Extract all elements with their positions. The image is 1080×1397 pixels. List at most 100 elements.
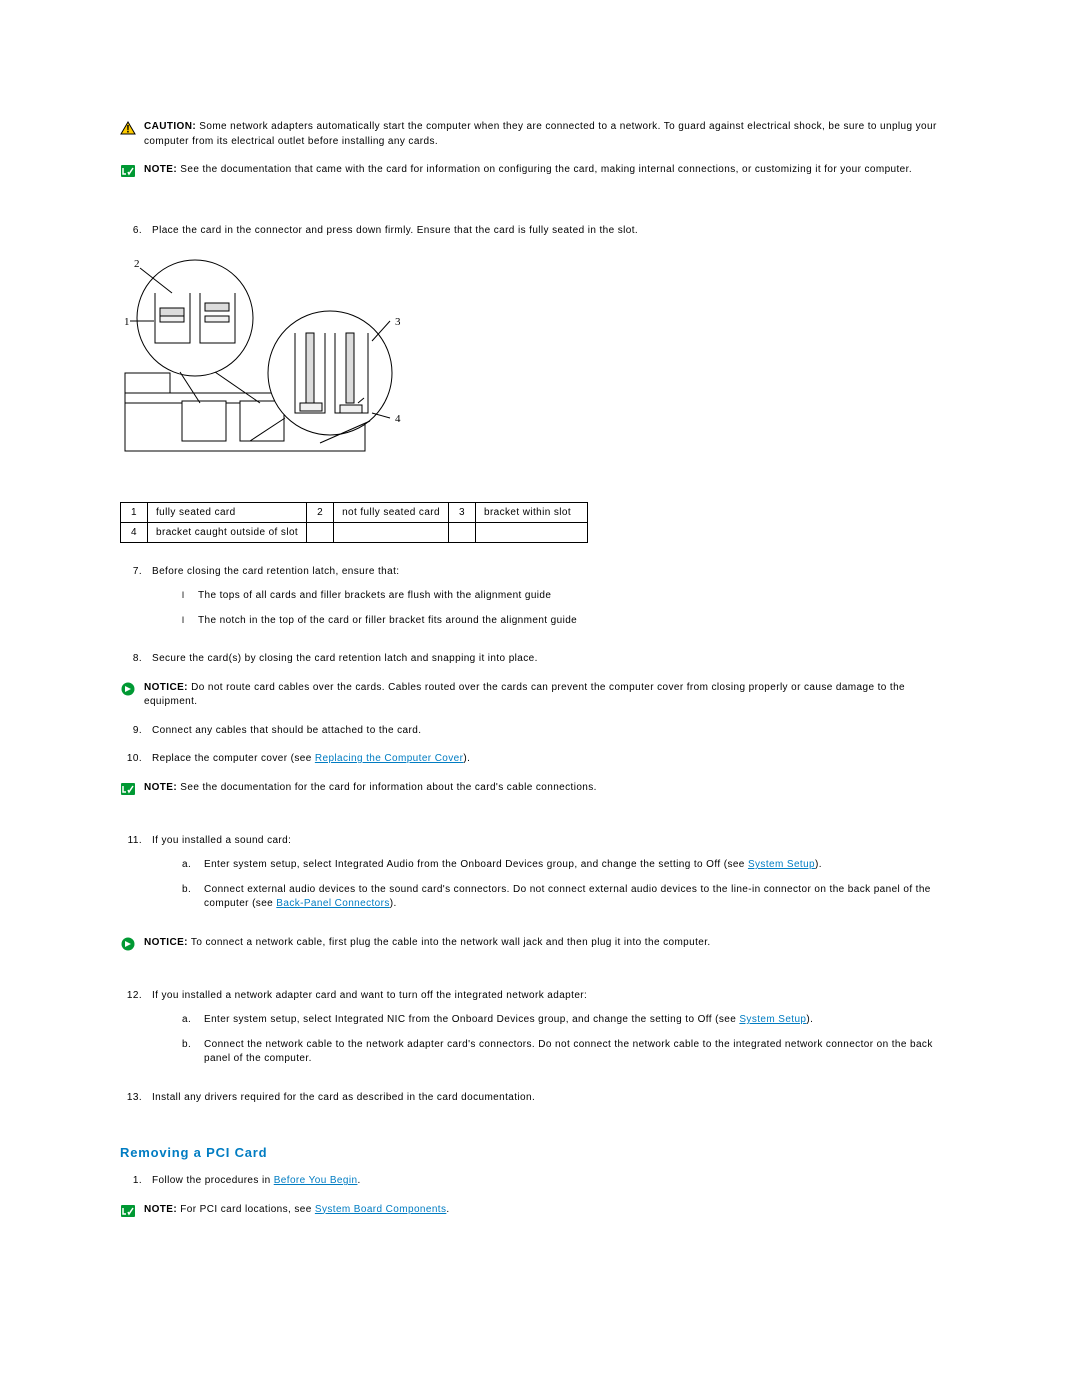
- legend-num: [307, 522, 334, 542]
- step-num: 13.: [120, 1091, 142, 1106]
- step-num: 12.: [120, 989, 142, 1077]
- caution-label: CAUTION:: [144, 121, 196, 132]
- step-10: 10. Replace the computer cover (see Repl…: [120, 752, 960, 767]
- step-body: Secure the card(s) by closing the card r…: [152, 652, 960, 667]
- notice1-text: NOTICE: Do not route card cables over th…: [144, 681, 960, 710]
- notice2-label: NOTICE:: [144, 937, 188, 948]
- replace-cover-link[interactable]: Replacing the Computer Cover: [315, 753, 464, 764]
- bullet-item: l The tops of all cards and filler brack…: [182, 589, 960, 604]
- note1-label: NOTE:: [144, 164, 177, 175]
- caution-alert: ! CAUTION: Some network adapters automat…: [120, 120, 960, 149]
- legend-text: [334, 522, 449, 542]
- fig-label-2: 2: [134, 258, 140, 270]
- note2-label: NOTE:: [144, 782, 177, 793]
- note-icon: [120, 1204, 136, 1218]
- legend-text: [475, 522, 587, 542]
- step-num: 1.: [120, 1174, 142, 1189]
- figure-legend-table: 1 fully seated card 2 not fully seated c…: [120, 502, 588, 543]
- notice2-body: To connect a network cable, first plug t…: [191, 937, 711, 948]
- bullet-text: The notch in the top of the card or fill…: [198, 614, 960, 629]
- step-num: 8.: [120, 652, 142, 667]
- notice1-label: NOTICE:: [144, 682, 188, 693]
- system-board-link[interactable]: System Board Components: [315, 1204, 446, 1215]
- substep-11a: a. Enter system setup, select Integrated…: [182, 858, 960, 873]
- back-panel-link[interactable]: Back-Panel Connectors: [276, 898, 389, 909]
- note1-body: See the documentation that came with the…: [180, 164, 912, 175]
- step-12: 12. If you installed a network adapter c…: [120, 989, 960, 1077]
- substep-letter: a.: [182, 858, 204, 873]
- step-13: 13. Install any drivers required for the…: [120, 1091, 960, 1106]
- note2-body: See the documentation for the card for i…: [180, 782, 597, 793]
- legend-num: 1: [121, 502, 148, 522]
- before-you-begin-link[interactable]: Before You Begin: [274, 1175, 358, 1186]
- legend-num: 2: [307, 502, 334, 522]
- note-icon: [120, 782, 136, 796]
- notice-icon: [120, 937, 136, 951]
- document-page: ! CAUTION: Some network adapters automat…: [0, 0, 1080, 1312]
- step10-pre: Replace the computer cover (see: [152, 753, 315, 764]
- substep-12a: a. Enter system setup, select Integrated…: [182, 1013, 960, 1028]
- step-num: 7.: [120, 565, 142, 639]
- legend-num: 4: [121, 522, 148, 542]
- table-row: 1 fully seated card 2 not fully seated c…: [121, 502, 588, 522]
- substep-letter: b.: [182, 883, 204, 912]
- step-6: 6. Place the card in the connector and p…: [120, 224, 960, 239]
- step-8: 8. Secure the card(s) by closing the car…: [120, 652, 960, 667]
- step-body: Place the card in the connector and pres…: [152, 224, 960, 239]
- note2-text: NOTE: See the documentation for the card…: [144, 781, 960, 796]
- step10-post: ).: [463, 753, 470, 764]
- legend-text: bracket caught outside of slot: [148, 522, 307, 542]
- fig-label-1: 1: [124, 316, 130, 328]
- step-body: If you installed a network adapter card …: [152, 990, 587, 1001]
- step-body: Connect any cables that should be attach…: [152, 724, 960, 739]
- fig-label-3: 3: [395, 316, 401, 328]
- step-num: 6.: [120, 224, 142, 239]
- step-num: 9.: [120, 724, 142, 739]
- note1-text: NOTE: See the documentation that came wi…: [144, 163, 960, 178]
- card-seating-figure: 1 2 3 4: [120, 253, 430, 478]
- removing-pci-heading: Removing a PCI Card: [120, 1145, 960, 1160]
- substep-text: Connect the network cable to the network…: [204, 1038, 960, 1067]
- step-body: Install any drivers required for the car…: [152, 1091, 960, 1106]
- notice-alert-1: NOTICE: Do not route card cables over th…: [120, 681, 960, 710]
- legend-num: 3: [448, 502, 475, 522]
- note3-label: NOTE:: [144, 1204, 177, 1215]
- legend-num: [448, 522, 475, 542]
- notice-icon: [120, 682, 136, 696]
- step-num: 11.: [120, 834, 142, 922]
- legend-text: not fully seated card: [334, 502, 449, 522]
- step-9: 9. Connect any cables that should be att…: [120, 724, 960, 739]
- bullet-item: l The notch in the top of the card or fi…: [182, 614, 960, 629]
- note-icon: [120, 164, 136, 178]
- legend-text: bracket within slot: [475, 502, 587, 522]
- step-body: Replace the computer cover (see Replacin…: [152, 752, 960, 767]
- step-11: 11. If you installed a sound card: a. En…: [120, 834, 960, 922]
- substep-text: Enter system setup, select Integrated NI…: [204, 1013, 960, 1028]
- fig-label-4: 4: [395, 413, 401, 425]
- system-setup-link[interactable]: System Setup: [739, 1014, 806, 1025]
- system-setup-link[interactable]: System Setup: [748, 859, 815, 870]
- bullet-text: The tops of all cards and filler bracket…: [198, 589, 960, 604]
- caution-text: CAUTION: Some network adapters automatic…: [144, 120, 960, 149]
- step-body: Follow the procedures in Before You Begi…: [152, 1174, 960, 1189]
- note3-text: NOTE: For PCI card locations, see System…: [144, 1203, 960, 1218]
- caution-icon: !: [120, 121, 136, 135]
- substep-11b: b. Connect external audio devices to the…: [182, 883, 960, 912]
- step-body: Before closing the card retention latch,…: [152, 566, 399, 577]
- bullet-marker: l: [182, 589, 198, 604]
- note-alert-1: NOTE: See the documentation that came wi…: [120, 163, 960, 178]
- step-body: If you installed a sound card:: [152, 835, 291, 846]
- substep-letter: a.: [182, 1013, 204, 1028]
- step-7: 7. Before closing the card retention lat…: [120, 565, 960, 639]
- substep-12b: b. Connect the network cable to the netw…: [182, 1038, 960, 1067]
- step-num: 10.: [120, 752, 142, 767]
- notice1-body: Do not route card cables over the cards.…: [144, 682, 905, 708]
- note-alert-2: NOTE: See the documentation for the card…: [120, 781, 960, 796]
- notice-alert-2: NOTICE: To connect a network cable, firs…: [120, 936, 960, 951]
- caution-body: Some network adapters automatically star…: [144, 121, 937, 147]
- svg-text:!: !: [126, 124, 130, 136]
- substep-text: Connect external audio devices to the so…: [204, 883, 960, 912]
- substep-text: Enter system setup, select Integrated Au…: [204, 858, 960, 873]
- removing-step-1: 1. Follow the procedures in Before You B…: [120, 1174, 960, 1189]
- bullet-marker: l: [182, 614, 198, 629]
